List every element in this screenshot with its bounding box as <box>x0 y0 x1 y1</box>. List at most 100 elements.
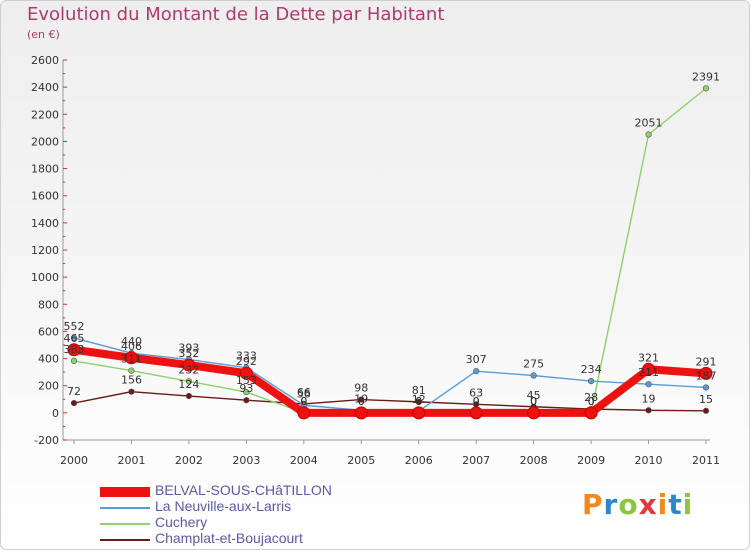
series-point-0 <box>469 406 483 420</box>
y-tick-label: 1000 <box>31 271 59 284</box>
data-label: 383 <box>64 343 85 356</box>
series-point-1 <box>587 378 595 385</box>
data-label: 12 <box>412 393 426 406</box>
data-label: 406 <box>121 340 142 353</box>
data-label: 275 <box>523 358 544 371</box>
data-label: 0 <box>358 395 365 408</box>
y-tick-label: 200 <box>38 380 59 393</box>
data-label: 311 <box>121 353 142 366</box>
series-point-3 <box>128 388 135 395</box>
logo-letter: P <box>582 488 604 521</box>
series-layer <box>67 85 713 420</box>
series-point-0 <box>67 343 81 357</box>
legend-label: La Neuville-aux-Larris <box>155 498 292 514</box>
y-tick-label: 0 <box>52 407 59 420</box>
legend-item: Cuchery <box>100 514 400 532</box>
x-tick-label: 2008 <box>520 454 548 467</box>
legend-label: BELVAL-SOUS-CHâTILLON <box>155 482 332 498</box>
legend-item: Champlat-et-Boujacourt <box>100 530 400 548</box>
x-tick-label: 2002 <box>175 454 203 467</box>
y-tick-label: 800 <box>38 298 59 311</box>
data-label: 321 <box>638 351 659 364</box>
series-point-2 <box>128 367 135 374</box>
data-labels-layer: 465 406 352 292 0 0 0 0 0 0 321 291 552 440 393 333 56 19… <box>64 70 721 407</box>
data-label: 307 <box>466 353 487 366</box>
data-label: 66 <box>297 386 311 399</box>
legend-swatch <box>100 523 150 525</box>
series-point-1 <box>702 384 710 391</box>
data-label: 56 <box>297 387 311 400</box>
legend-label: Champlat-et-Boujacourt <box>155 530 303 546</box>
data-label: 124 <box>178 378 199 391</box>
series-point-3 <box>415 398 422 405</box>
x-tick-label: 2005 <box>347 454 375 467</box>
data-label: 153 <box>236 374 257 387</box>
data-label: 28 <box>584 391 598 404</box>
data-label: 156 <box>121 374 142 387</box>
series-point-2 <box>243 388 250 396</box>
series-point-0 <box>699 366 713 380</box>
y-tick-label: 400 <box>38 353 59 366</box>
series-point-3 <box>185 392 193 400</box>
logo-letter: x <box>638 488 658 521</box>
data-label: 98 <box>354 382 368 395</box>
data-label: 45 <box>527 389 541 402</box>
logo-letter: i <box>682 488 694 521</box>
data-label: 552 <box>64 320 85 333</box>
data-label: 234 <box>581 363 602 376</box>
y-tick-label: 2600 <box>31 54 59 67</box>
series-point-1 <box>645 381 652 388</box>
logo-letter: r <box>603 488 619 521</box>
data-label: 0 <box>530 395 537 408</box>
data-label: 0 <box>530 395 537 408</box>
series-point-0 <box>584 406 598 420</box>
proxiti-logo: Proxiti <box>582 488 693 521</box>
data-label: 0 <box>300 395 307 408</box>
y-tick-label: 2200 <box>31 108 59 121</box>
data-label: 19 <box>642 392 656 405</box>
x-tick-label: 2004 <box>290 454 318 467</box>
data-label: 291 <box>696 355 717 368</box>
x-tick-label: 2006 <box>405 454 433 467</box>
series-point-0 <box>182 358 196 372</box>
x-tick-label: 2011 <box>692 454 720 467</box>
y-tick-label: 2000 <box>31 135 59 148</box>
legend-swatch <box>100 487 150 497</box>
data-label: 0 <box>415 395 422 408</box>
data-label: 187 <box>696 369 717 382</box>
data-label: 15 <box>699 393 713 406</box>
data-label: 19 <box>354 392 368 405</box>
data-label: 0 <box>415 395 422 408</box>
x-tick-label: 2007 <box>462 454 490 467</box>
data-label: 211 <box>638 366 659 379</box>
data-label: 465 <box>64 332 85 345</box>
data-label: 0 <box>300 395 307 408</box>
legend-item: BELVAL-SOUS-CHâTILLON <box>100 482 400 500</box>
x-tick-label: 2003 <box>232 454 260 467</box>
x-tick-label: 2009 <box>577 454 605 467</box>
series-point-1 <box>530 372 537 379</box>
series-point-0 <box>124 351 138 365</box>
data-label: 393 <box>178 342 199 355</box>
series-point-0 <box>297 406 311 420</box>
axes: -200020040060080010001200140016001800200… <box>31 54 720 467</box>
series-point-2 <box>185 378 193 385</box>
series-point-0 <box>354 406 368 420</box>
series-point-3 <box>70 399 78 407</box>
legend-item: La Neuville-aux-Larris <box>100 498 400 516</box>
x-tick-label: 2001 <box>117 454 145 467</box>
series-point-2 <box>645 131 652 138</box>
legend-label: Cuchery <box>155 514 208 530</box>
data-label: 0 <box>588 395 595 408</box>
series-point-3 <box>645 407 652 414</box>
y-tick-label: -200 <box>34 434 59 447</box>
y-tick-label: 1200 <box>31 244 59 257</box>
series-point-1 <box>70 334 78 342</box>
data-label: 440 <box>121 335 142 348</box>
logo-letter: t <box>668 488 683 521</box>
data-label: 333 <box>236 350 257 363</box>
y-tick-label: 1600 <box>31 190 59 203</box>
series-point-3 <box>702 407 710 414</box>
legend: BELVAL-SOUS-CHâTILLON La Neuville-aux-Lar… <box>100 482 400 548</box>
y-tick-label: 1400 <box>31 217 59 230</box>
